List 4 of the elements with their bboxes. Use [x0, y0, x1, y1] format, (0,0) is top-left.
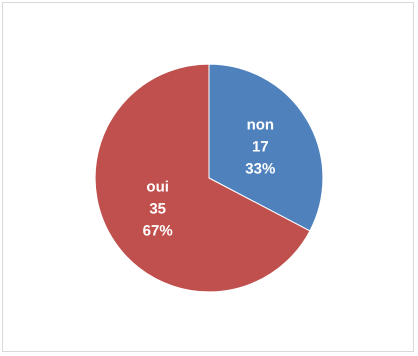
slice-label: oui	[146, 178, 169, 196]
data-label: 17 33%	[245, 138, 276, 178]
slice-label: non	[246, 116, 274, 134]
data-label: 35 67%	[142, 200, 173, 240]
